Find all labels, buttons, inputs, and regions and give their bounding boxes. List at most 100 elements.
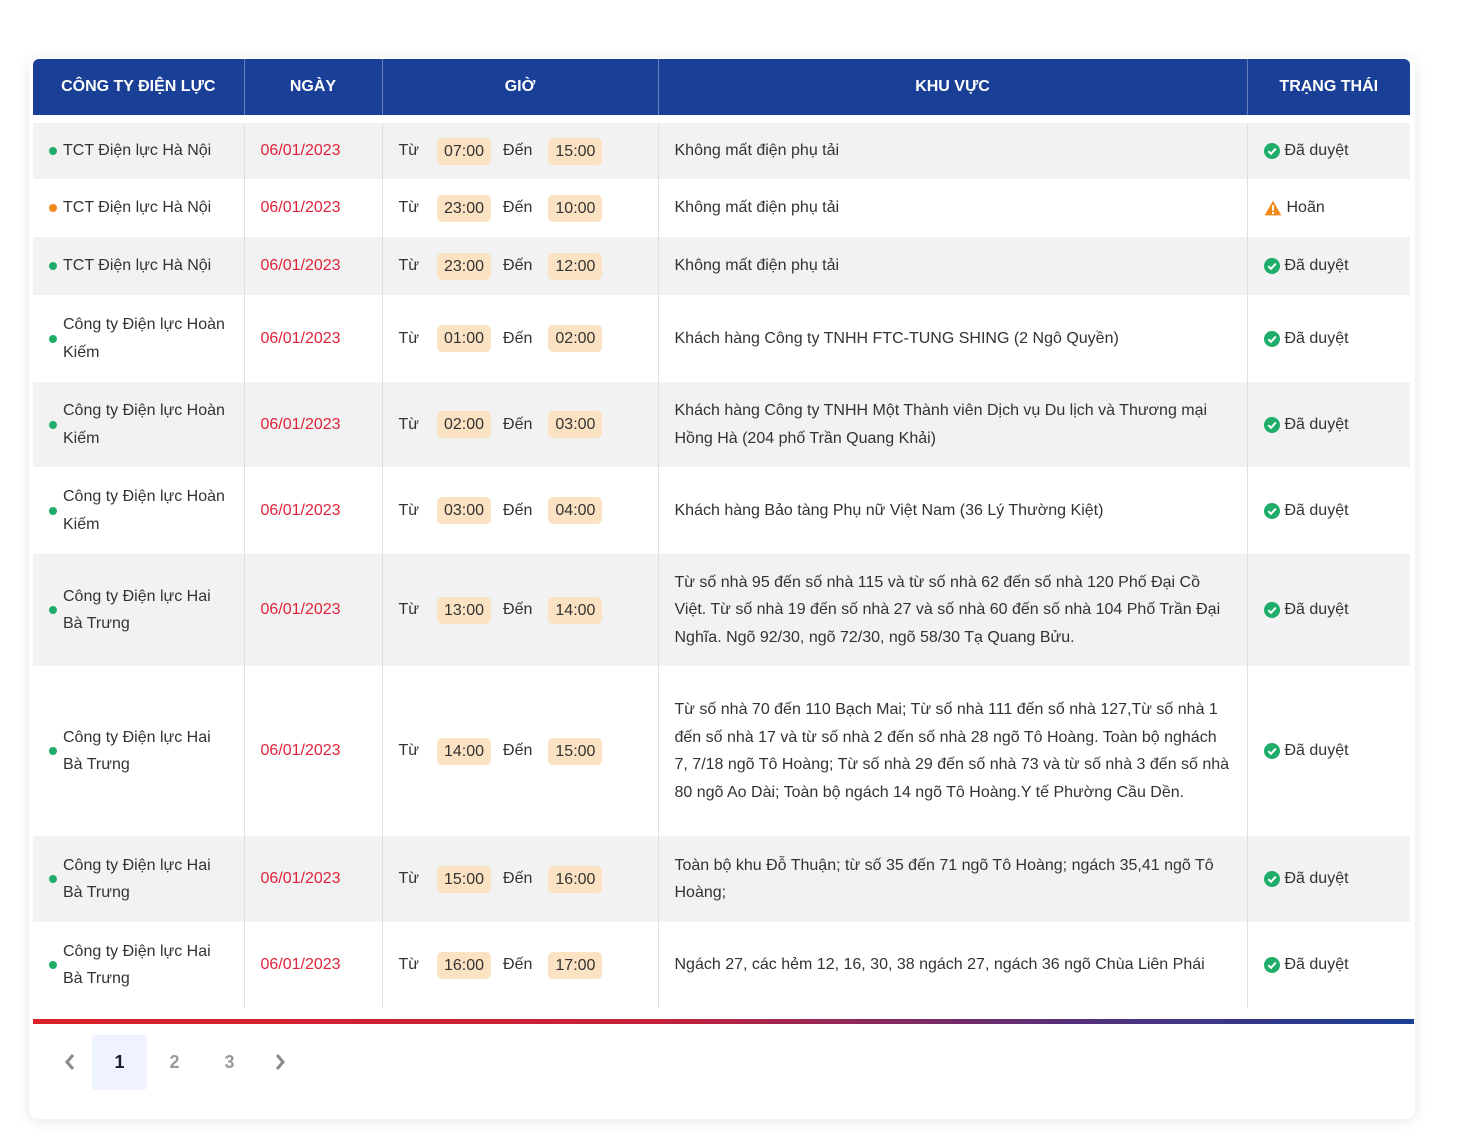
company-cell: TCT Điện lực Hà Nội xyxy=(33,237,245,295)
start-time: 03:00 xyxy=(436,497,492,524)
check-circle-icon xyxy=(1263,330,1280,347)
gradient-divider xyxy=(33,1019,1414,1024)
time-cell: Từ 15:00 Đến 16:00 xyxy=(382,836,659,922)
company-name: Công ty Điện lực Hai Bà Trưng xyxy=(63,942,211,988)
end-time: 02:00 xyxy=(548,325,603,352)
status-dot xyxy=(49,204,57,212)
header-date: NGÀY xyxy=(244,59,383,115)
prev-page-button[interactable] xyxy=(47,1035,92,1090)
check-circle-icon xyxy=(1263,143,1280,159)
from-label: Từ xyxy=(398,142,419,160)
company-name: TCT Điện lực Hà Nội xyxy=(63,142,212,160)
header-area: KHU VỰC xyxy=(658,59,1248,115)
end-time: 17:00 xyxy=(548,951,603,979)
from-label: Từ xyxy=(398,415,419,433)
date-cell: 06/01/2023 xyxy=(244,922,383,1008)
status-cell: Đã duyệt xyxy=(1247,554,1410,666)
to-label: Đến xyxy=(503,142,533,160)
status-dot xyxy=(49,262,57,270)
time-cell: Từ 07:00 Đến 15:00 xyxy=(382,123,659,179)
from-label: Từ xyxy=(398,329,419,347)
header-time: GIỜ xyxy=(382,59,659,115)
status-label: Đã duyệt xyxy=(1284,257,1349,275)
company-name: Công ty Điện lực Hai Bà Trưng xyxy=(63,587,211,633)
status-label: Hoãn xyxy=(1286,199,1325,217)
check-circle-icon xyxy=(1263,502,1280,519)
end-time: 14:00 xyxy=(548,596,603,624)
date-cell: 06/01/2023 xyxy=(244,123,383,179)
check-circle-icon xyxy=(1263,258,1280,274)
start-time: 14:00 xyxy=(436,737,492,765)
status-cell: Đã duyệt xyxy=(1247,295,1410,382)
area-cell: Ngách 27, các hẻm 12, 16, 30, 38 ngách 2… xyxy=(658,922,1248,1008)
area-cell: Từ số nhà 95 đến số nhà 115 và từ số nhà… xyxy=(658,554,1248,666)
status-cell: Đã duyệt xyxy=(1247,922,1410,1008)
company-name: Công ty Điện lực Hai Bà Trưng xyxy=(63,728,211,774)
company-cell: Công ty Điện lực Hoàn Kiếm xyxy=(33,295,245,382)
area-cell: Khách hàng Công ty TNHH Một Thành viên D… xyxy=(658,382,1248,467)
time-cell: Từ 01:00 Đến 02:00 xyxy=(382,295,659,382)
date-cell: 06/01/2023 xyxy=(244,382,383,467)
company-cell: Công ty Điện lực Hai Bà Trưng xyxy=(33,922,245,1008)
pagination: 1 2 3 xyxy=(47,1034,302,1090)
table-row: Công ty Điện lực Hoàn Kiếm 06/01/2023 Từ 02… xyxy=(33,382,1410,467)
row-spacer xyxy=(33,115,1410,123)
status-dot xyxy=(49,147,57,155)
status-dot xyxy=(49,334,57,343)
end-time: 15:00 xyxy=(548,137,603,165)
start-time: 13:00 xyxy=(436,596,492,624)
to-label: Đến xyxy=(503,199,533,217)
time-cell: Từ 16:00 Đến 17:00 xyxy=(382,922,659,1008)
status-label: Đã duyệt xyxy=(1284,501,1349,519)
status-label: Đã duyệt xyxy=(1284,142,1349,160)
status-cell: Đã duyệt xyxy=(1247,666,1410,836)
company-name: TCT Điện lực Hà Nội xyxy=(63,199,212,217)
table-header-row: CÔNG TY ĐIỆN LỰC NGÀY GIỜ KHU VỰC TRẠNG … xyxy=(33,59,1410,115)
company-cell: TCT Điện lực Hà Nội xyxy=(33,123,245,179)
from-label: Từ xyxy=(398,257,419,275)
company-name: Công ty Điện lực Hai Bà Trưng xyxy=(63,856,211,902)
area-cell: Không mất điện phụ tải xyxy=(658,123,1248,179)
company-cell: Công ty Điện lực Hoàn Kiếm xyxy=(33,382,245,467)
time-cell: Từ 03:00 Đến 04:00 xyxy=(382,467,659,554)
company-cell: Công ty Điện lực Hai Bà Trưng xyxy=(33,836,245,922)
from-label: Từ xyxy=(398,199,419,217)
status-cell: Đã duyệt xyxy=(1247,123,1410,179)
company-name: TCT Điện lực Hà Nội xyxy=(63,257,212,275)
company-cell: Công ty Điện lực Hai Bà Trưng xyxy=(33,554,245,666)
page-3-button[interactable]: 3 xyxy=(224,1051,235,1072)
check-circle-icon xyxy=(1263,602,1280,618)
status-label: Đã duyệt xyxy=(1284,329,1349,347)
time-cell: Từ 23:00 Đến 12:00 xyxy=(382,237,659,295)
chevron-right-icon xyxy=(275,1054,285,1070)
end-time: 04:00 xyxy=(548,497,603,524)
table-row: TCT Điện lực Hà Nội 06/01/2023 Từ 23:00 Đến 1… xyxy=(33,237,1410,295)
status-cell: Đã duyệt xyxy=(1247,382,1410,467)
page-1-button[interactable]: 1 xyxy=(92,1034,147,1090)
from-label: Từ xyxy=(398,956,419,974)
end-time: 15:00 xyxy=(548,737,603,765)
date-cell: 06/01/2023 xyxy=(244,666,383,836)
area-cell: Từ số nhà 70 đến 110 Bạch Mai; Từ số nhà… xyxy=(658,666,1248,836)
next-page-button[interactable] xyxy=(257,1035,302,1090)
company-name: Công ty Điện lực Hoàn Kiếm xyxy=(63,316,225,361)
start-time: 23:00 xyxy=(436,252,492,280)
date-cell: 06/01/2023 xyxy=(244,237,383,295)
company-cell: TCT Điện lực Hà Nội xyxy=(33,179,245,237)
table-row: TCT Điện lực Hà Nội 06/01/2023 Từ 07:00 Đến 1… xyxy=(33,123,1410,179)
status-dot xyxy=(49,875,57,883)
date-cell: 06/01/2023 xyxy=(244,179,383,237)
check-circle-icon xyxy=(1263,957,1280,973)
status-label: Đã duyệt xyxy=(1284,742,1349,760)
status-label: Đã duyệt xyxy=(1284,956,1349,974)
from-label: Từ xyxy=(398,870,419,888)
page-2-button[interactable]: 2 xyxy=(169,1051,180,1072)
status-label: Đã duyệt xyxy=(1284,870,1349,888)
time-cell: Từ 23:00 Đến 10:00 xyxy=(382,179,659,237)
date-cell: 06/01/2023 xyxy=(244,554,383,666)
to-label: Đến xyxy=(503,956,533,974)
status-cell: Đã duyệt xyxy=(1247,467,1410,554)
start-time: 02:00 xyxy=(436,411,492,438)
date-cell: 06/01/2023 xyxy=(244,295,383,382)
table-row: Công ty Điện lực Hai Bà Trưng 06/01/2023 T… xyxy=(33,922,1410,1008)
